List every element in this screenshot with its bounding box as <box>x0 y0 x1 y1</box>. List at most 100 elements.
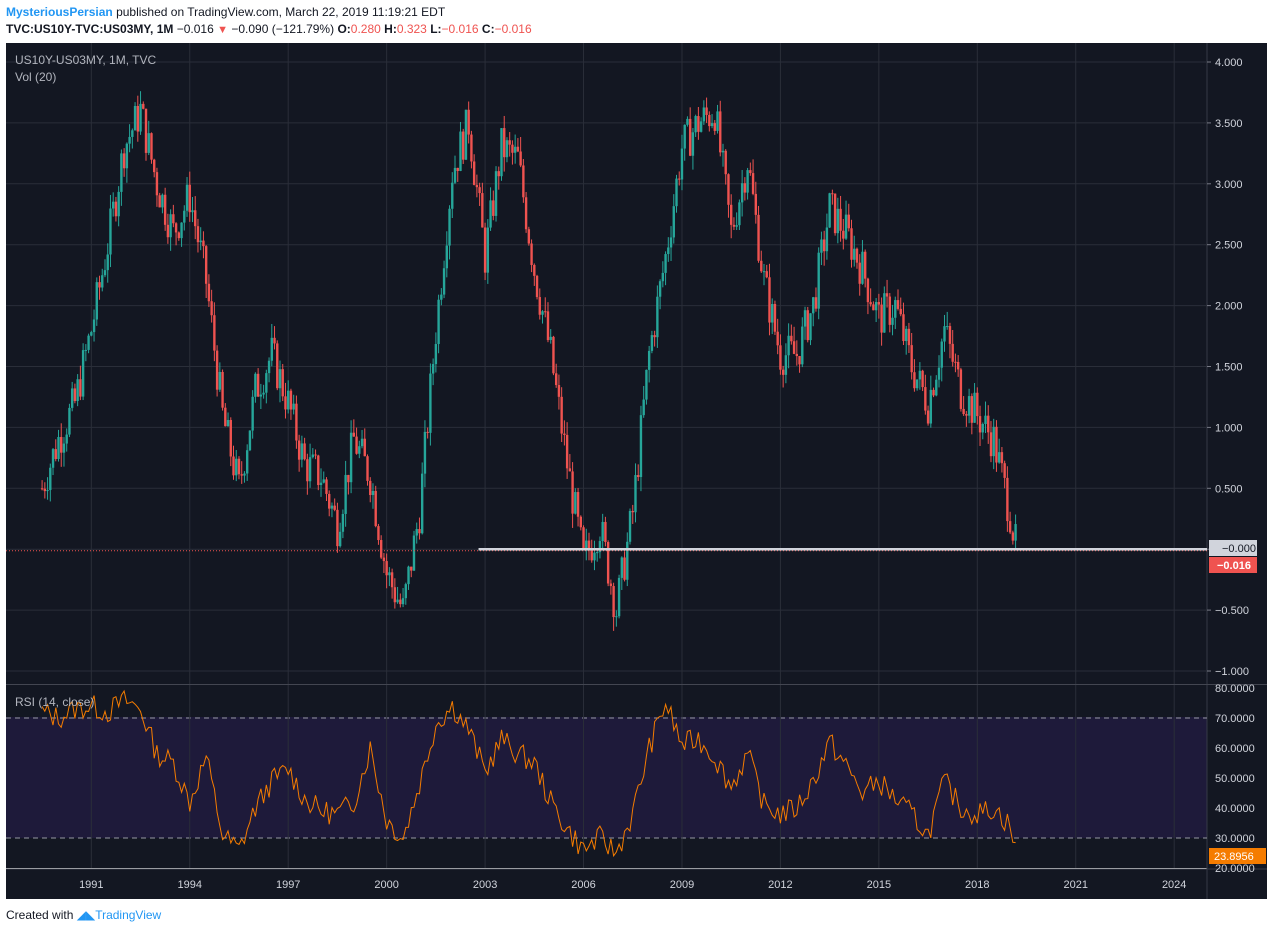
candle-body <box>385 561 388 576</box>
candle-body <box>415 529 418 536</box>
candle-body <box>667 247 670 255</box>
candle-body <box>319 482 323 486</box>
candle-body <box>675 178 678 207</box>
candle-body <box>273 337 276 344</box>
candle-body <box>68 407 71 435</box>
candle-body <box>738 202 741 226</box>
candle-body <box>997 452 1001 463</box>
candle-body <box>792 341 796 354</box>
tradingview-link[interactable]: TradingView <box>95 908 162 922</box>
rsi-tick-label: 30.0000 <box>1215 833 1255 845</box>
candle-body <box>943 326 946 342</box>
time-tick-label: 2000 <box>374 879 398 891</box>
last-price-badge-bg <box>1209 557 1257 573</box>
candle-body <box>101 275 104 288</box>
candle-body <box>702 107 706 122</box>
candle-body <box>295 403 298 441</box>
candle-body <box>111 201 115 209</box>
price-tick-label: −1.000 <box>1215 666 1249 678</box>
candle-body <box>103 270 107 276</box>
candle-body <box>325 479 328 494</box>
candle-body <box>574 492 577 514</box>
candle-body <box>645 369 648 400</box>
candle-body <box>322 479 325 483</box>
candle-body <box>729 204 733 225</box>
candle-body <box>265 373 268 393</box>
candle-body <box>317 455 320 486</box>
candle-body <box>470 134 473 162</box>
candle-body <box>869 302 872 305</box>
candle-body <box>1003 463 1006 478</box>
candle-body <box>626 541 629 580</box>
candle-body <box>174 223 178 233</box>
main-legend-title: US10Y-US03MY, 1M, TVC <box>15 53 157 67</box>
candle-body <box>161 194 164 208</box>
candle-body <box>426 431 429 433</box>
time-tick-label: 2009 <box>670 879 694 891</box>
publish-line: MysteriousPersian published on TradingVi… <box>6 5 445 19</box>
candle-body <box>516 146 520 152</box>
candle-body <box>300 443 304 460</box>
candle-body <box>850 228 853 260</box>
candle-body <box>139 103 142 132</box>
candle-body <box>853 248 856 260</box>
candle-body <box>445 245 449 269</box>
candle-body <box>554 373 558 386</box>
candle-body <box>511 144 514 153</box>
time-tick-label: 1991 <box>79 879 103 891</box>
candle-body <box>596 552 599 554</box>
candle-body <box>344 474 347 514</box>
candle-body <box>727 174 730 205</box>
candle-body <box>188 184 191 213</box>
candle-body <box>434 344 438 365</box>
candle-body <box>891 317 894 325</box>
candle-body <box>333 505 336 510</box>
candle-body <box>585 540 588 549</box>
candle-body <box>844 214 848 239</box>
candle-body <box>1008 521 1012 533</box>
candle-body <box>169 214 172 238</box>
ohlc-line: TVC:US10Y-TVC:US03MY, 1M −0.016 ▼ −0.090… <box>6 22 532 36</box>
candle-body <box>128 136 131 144</box>
candle-body <box>773 303 777 332</box>
candle-body <box>404 584 407 599</box>
candle-body <box>828 193 831 228</box>
candle-body <box>760 260 763 272</box>
candle-body <box>163 194 167 225</box>
candle-body <box>418 529 421 534</box>
candle-body <box>847 214 850 229</box>
tradingview-logo-icon: ◢◣ <box>76 908 96 922</box>
candle-body <box>724 150 727 175</box>
candle-body <box>885 293 889 297</box>
rsi-tick-label: 70.0000 <box>1215 713 1255 725</box>
candle-body <box>593 552 596 561</box>
candle-body <box>965 414 968 416</box>
candle-body <box>929 389 933 424</box>
candle-body <box>1011 532 1015 541</box>
candle-body <box>877 302 881 305</box>
candle-body <box>820 239 823 253</box>
candle-body <box>262 392 265 395</box>
candle-body <box>880 304 883 333</box>
author-link[interactable]: MysteriousPersian <box>6 5 113 19</box>
candle-body <box>366 456 369 481</box>
candle-body <box>732 224 736 227</box>
time-axis-bg <box>6 869 1267 899</box>
time-tick-label: 2018 <box>965 879 989 891</box>
candle-body <box>688 118 692 156</box>
candle-body <box>508 140 511 145</box>
candle-body <box>863 251 867 279</box>
candle-body <box>699 121 703 132</box>
candle-body <box>937 367 941 380</box>
candle-body <box>910 345 913 373</box>
candle-body <box>801 326 804 365</box>
candle-body <box>513 146 517 153</box>
candle-body <box>604 521 607 543</box>
candle-body <box>388 572 391 576</box>
candle-body <box>541 311 544 315</box>
down-arrow-icon: ▼ <box>217 24 228 36</box>
candle-body <box>781 369 785 375</box>
candle-body <box>478 187 481 194</box>
candle-body <box>609 583 613 587</box>
